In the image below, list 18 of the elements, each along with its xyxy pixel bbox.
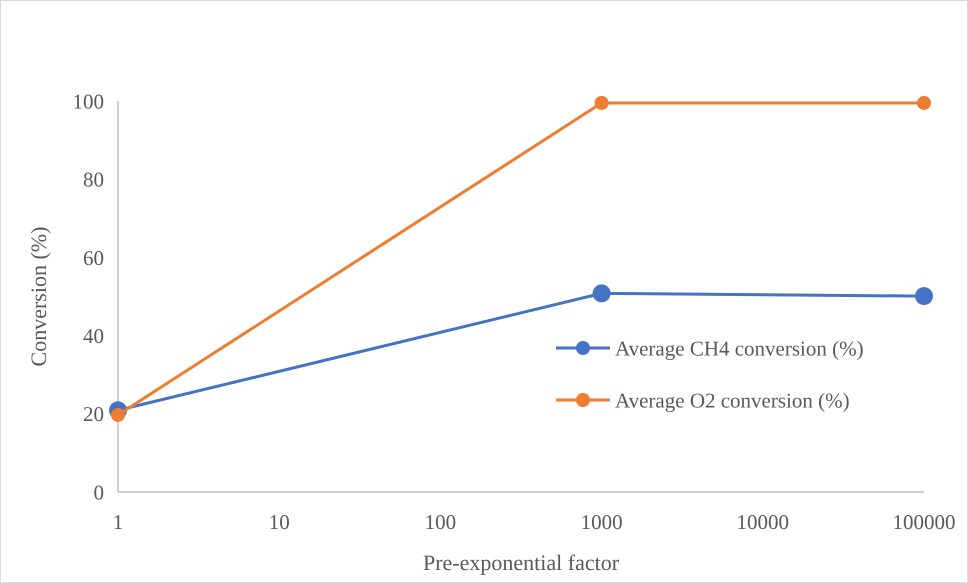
x-tick-label: 100000 bbox=[892, 510, 956, 534]
point bbox=[917, 96, 931, 110]
y-tick-label: 40 bbox=[83, 324, 104, 348]
y-axis-title: Conversion (%) bbox=[26, 226, 51, 366]
y-tick-label: 60 bbox=[83, 246, 104, 270]
legend-label: Average O2 conversion (%) bbox=[615, 388, 850, 412]
x-tick-label: 1000 bbox=[580, 510, 623, 534]
x-tick-label: 1 bbox=[112, 510, 124, 534]
y-tick-label: 100 bbox=[72, 89, 104, 114]
y-tick-label: 0 bbox=[94, 480, 104, 504]
y-tick-label: 20 bbox=[83, 402, 104, 426]
x-tick-label: 10000 bbox=[736, 510, 790, 534]
x-tick-label: 10 bbox=[268, 510, 290, 534]
y-tick-label: 80 bbox=[83, 168, 104, 192]
x-axis-title: Pre-exponential factor bbox=[422, 550, 620, 575]
point bbox=[915, 287, 933, 306]
x-tick-label: 100 bbox=[424, 510, 456, 534]
legend-label: Average CH4 conversion (%) bbox=[615, 336, 864, 360]
